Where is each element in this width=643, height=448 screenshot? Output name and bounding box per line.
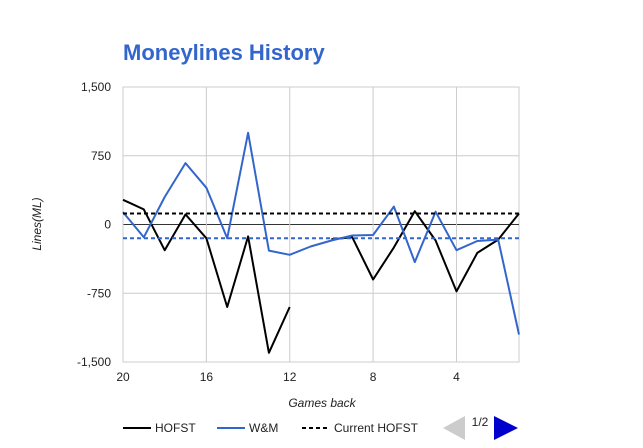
x-tick-label: 20 [116, 370, 130, 384]
legend: HOFST W&M Current HOFST [123, 421, 419, 435]
y-tick-label: 750 [91, 149, 111, 163]
x-axis-title: Games back [288, 396, 356, 410]
pager-next-icon[interactable] [494, 416, 518, 440]
legend-pager: 1/2 [443, 415, 518, 440]
y-tick-label: 0 [104, 218, 111, 232]
pager-label: 1/2 [472, 415, 489, 429]
y-axis-ticks: 1,500 750 0 -750 -1,500 [77, 80, 111, 369]
y-tick-label: -750 [87, 286, 111, 300]
y-tick-label: -1,500 [77, 355, 111, 369]
legend-label-wm: W&M [249, 421, 278, 435]
legend-label-hofst: HOFST [155, 421, 196, 435]
x-tick-label: 12 [283, 370, 297, 384]
series-group [122, 131, 520, 354]
grid [122, 86, 520, 363]
chart-title: Moneylines History [123, 40, 325, 65]
legend-label-current-hofst: Current HOFST [334, 421, 419, 435]
y-axis-title: Lines(ML) [30, 197, 44, 250]
series-line-w-m [122, 131, 520, 335]
pager-prev-icon[interactable] [443, 416, 465, 440]
x-tick-label: 16 [200, 370, 214, 384]
x-axis-ticks: 20 16 12 8 4 [116, 370, 460, 384]
x-tick-label: 8 [370, 370, 377, 384]
y-tick-label: 1,500 [81, 80, 111, 94]
x-tick-label: 4 [453, 370, 460, 384]
